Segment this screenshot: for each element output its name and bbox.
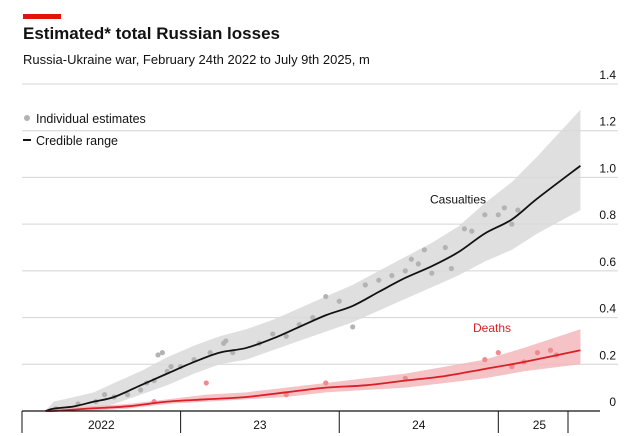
casualties-estimate-point [482, 212, 488, 218]
y-tick-label: 0.4 [599, 302, 616, 316]
casualties-estimate-point [283, 333, 289, 339]
y-tick-label: 1.0 [599, 161, 616, 175]
legend-label-estimates: Individual estimates [36, 112, 146, 126]
casualties-estimate-point [509, 221, 515, 227]
casualties-estimate-point [159, 350, 165, 356]
legend-label-range: Credible range [36, 134, 118, 148]
casualties-estimate-point [415, 261, 421, 267]
x-tick-label: 25 [533, 418, 547, 432]
casualties-estimate-point [421, 247, 428, 253]
casualties-estimate-point [101, 392, 108, 398]
x-tick-label: 24 [412, 418, 426, 432]
casualties-estimate-point [350, 324, 356, 330]
casualties-estimate-point [155, 352, 161, 358]
deaths-estimate-point [482, 357, 488, 363]
chart-title: Estimated* total Russian losses [23, 24, 280, 43]
casualties-credible-band [45, 109, 581, 411]
casualties-estimate-point [448, 265, 454, 272]
casualties-estimate-point [362, 282, 368, 288]
y-tick-label: 0.6 [599, 255, 616, 269]
y-tick-label: 0.2 [599, 348, 616, 362]
casualties-estimate-point [429, 270, 435, 276]
deaths-line [45, 349, 581, 413]
legend-dot-symbol [24, 115, 30, 121]
casualties-estimate-point [501, 205, 507, 211]
deaths-estimate-point [534, 350, 541, 356]
casualties-estimate-point [125, 392, 131, 398]
casualties-estimate-point [310, 314, 316, 321]
deaths-credible-band [45, 329, 581, 411]
casualties-series-label: Casualties [430, 192, 486, 206]
deaths-estimate-point [495, 350, 501, 356]
chart-subtitle: Russia-Ukraine war, February 24th 2022 t… [23, 52, 370, 67]
casualties-estimate-point [461, 226, 468, 232]
casualties-estimate-point [168, 364, 174, 370]
casualties-estimate-point [207, 350, 213, 356]
casualties-line [45, 165, 581, 412]
deaths-estimate-point [547, 347, 554, 353]
y-tick-label: 0.8 [599, 208, 616, 222]
casualties-estimate-point [323, 293, 329, 300]
casualties-estimate-point [389, 272, 395, 279]
casualties-estimate-point [469, 228, 475, 234]
deaths-estimate-point [323, 380, 329, 386]
casualties-estimate-point [223, 338, 229, 344]
deaths-estimate-point [203, 380, 209, 386]
casualties-estimate-point [495, 212, 501, 218]
casualties-estimate-point [402, 268, 408, 274]
casualties-estimate-point [442, 244, 448, 251]
y-tick-label: 1.4 [599, 68, 616, 82]
x-tick-label: 23 [253, 418, 267, 432]
casualties-estimate-point [270, 331, 276, 337]
casualties-estimate-point [138, 387, 144, 393]
casualties-estimate-point [515, 207, 521, 213]
deaths-series-label: Deaths [473, 321, 511, 335]
casualties-estimate-point [408, 256, 414, 262]
casualties-estimate-point [376, 277, 382, 283]
y-tick-label: 0 [609, 395, 616, 409]
y-tick-label: 1.2 [599, 115, 616, 129]
x-tick-label: 2022 [88, 418, 115, 432]
casualties-estimate-point [336, 298, 342, 304]
brand-accent-bar [23, 14, 61, 19]
